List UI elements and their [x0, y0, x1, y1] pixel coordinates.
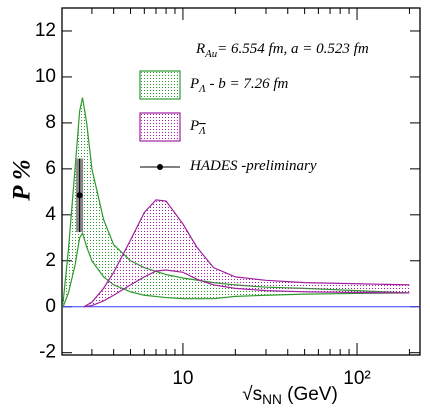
- x-axis-label-part: √s: [242, 384, 262, 405]
- y-tick-label: 10: [35, 66, 56, 87]
- x-tick-label: 10: [172, 368, 193, 389]
- y-tick-label: 0: [45, 296, 56, 317]
- y-tick-label: 6: [45, 158, 56, 179]
- y-axis-label: P %: [9, 159, 36, 201]
- legend-swatch: [139, 70, 181, 100]
- band-lower: [83, 269, 410, 308]
- x-axis-label-part: (GeV): [282, 384, 338, 405]
- legend-label-part: HADES -preliminary: [189, 158, 317, 174]
- legend-label-part: - b = 7.26 fm: [206, 76, 289, 92]
- y-tick-label: 12: [35, 20, 56, 41]
- band-upper: [83, 199, 410, 308]
- legend-label-part: Λ: [198, 83, 206, 95]
- annotation-part: R: [195, 41, 205, 57]
- legend-label-part: Λ: [198, 125, 206, 137]
- annotation-part: = 6.554 fm, a = 0.523 fm: [217, 41, 369, 57]
- legend-label: PΛ: [189, 118, 206, 137]
- y-tick-label: 2: [45, 250, 56, 271]
- legend-label: HADES -preliminary: [189, 158, 317, 174]
- x-tick-label: 10²: [343, 368, 370, 389]
- y-tick-label: 4: [45, 204, 56, 225]
- legend-label: PΛ - b = 7.26 fm: [189, 76, 288, 95]
- y-tick-label: -2: [39, 342, 56, 363]
- legend-marker: [157, 164, 163, 170]
- legend-swatch: [139, 112, 181, 142]
- plot-frame: [61, 7, 421, 356]
- legend-label-part: P: [189, 118, 199, 134]
- x-axis-label: √sNN (GeV): [242, 384, 338, 407]
- annotation-part: Au: [204, 48, 218, 60]
- band-fill: [83, 199, 410, 307]
- x-axis-label-part: NN: [262, 392, 282, 407]
- legend-label-part: P: [189, 76, 199, 92]
- y-tick-label: 8: [45, 112, 56, 133]
- band-lower: [62, 231, 410, 307]
- data-point: [76, 192, 83, 199]
- annotation: RAu= 6.554 fm, a = 0.523 fm: [195, 41, 369, 60]
